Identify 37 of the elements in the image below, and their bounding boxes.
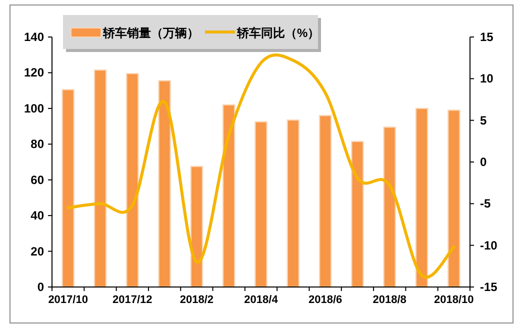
y-tick-label: 40: [30, 208, 44, 223]
x-tick-label: 2018/8: [372, 294, 406, 306]
y-tick-label: 80: [30, 137, 44, 152]
legend-label: 轿车同比（%）: [236, 26, 320, 40]
y2-tick-label: 0: [480, 155, 487, 169]
y2-tick-label: 10: [480, 72, 494, 86]
x-tick-label: 2017/10: [48, 294, 88, 306]
y-tick-label: 60: [30, 172, 44, 187]
bar: [318, 114, 332, 288]
y2-tick-label: -5: [480, 196, 491, 211]
y-tick-label: 0: [37, 280, 44, 294]
y2-tick-label: 5: [480, 113, 487, 128]
bar: [286, 119, 300, 288]
y2-tick-label: -10: [480, 238, 498, 252]
x-tick-label: 2017/12: [112, 294, 152, 306]
bar: [448, 110, 460, 288]
bar: [351, 140, 364, 288]
bar: [94, 69, 107, 288]
bar: [222, 104, 236, 288]
y-tick-label: 140: [24, 30, 44, 44]
x-tick-label: 2018/2: [180, 294, 214, 306]
y-tick-label: 100: [24, 101, 44, 116]
bar: [415, 108, 428, 288]
y-tick-label: 20: [30, 244, 44, 258]
x-tick-label: 2018/6: [308, 294, 342, 306]
bar: [62, 89, 74, 288]
bar: [254, 121, 268, 288]
x-tick-label: 2018/4: [244, 294, 279, 306]
bar: [158, 80, 171, 288]
y2-tick-label: -15: [480, 280, 498, 294]
y-tick-label: 120: [24, 66, 44, 80]
bar: [126, 73, 139, 288]
bar: [190, 166, 204, 288]
bar: [383, 126, 396, 288]
x-tick-label: 2018/10: [434, 294, 474, 306]
y2-tick-label: 15: [480, 30, 494, 44]
legend-label: 轿车销量（万辆）: [102, 26, 199, 40]
